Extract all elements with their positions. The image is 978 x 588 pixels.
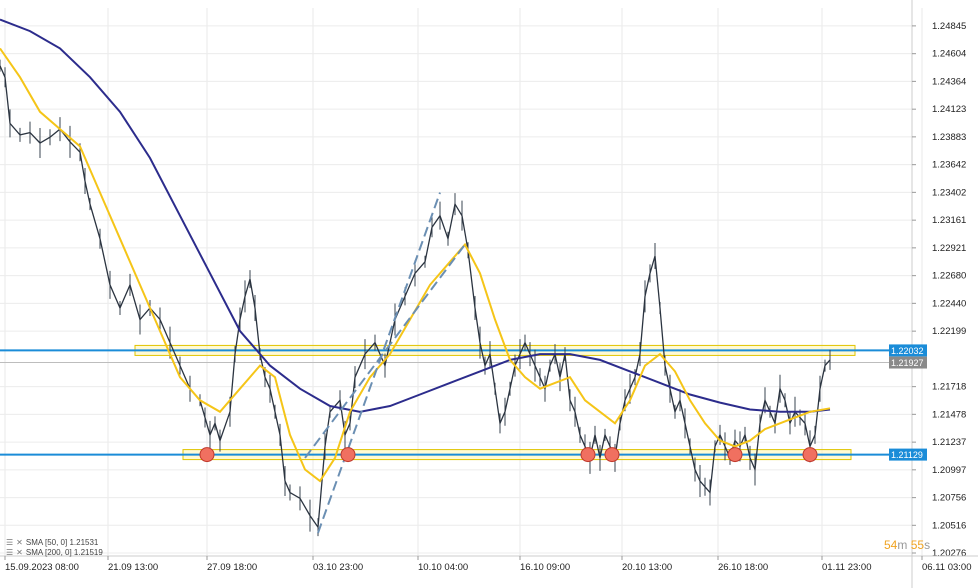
x-tick-label: 03.10 23:00 [313,562,363,573]
y-tick-label: 1.23883 [932,132,966,143]
x-tick-label: 10.10 04:00 [418,562,468,573]
close-icon[interactable]: ✕ [16,548,23,557]
support-touch-marker [802,447,818,463]
y-tick-label: 1.23642 [932,160,966,171]
support-price-tag: 1.21129 [891,450,923,460]
y-tick-label: 1.20516 [932,520,966,531]
legend-sma200[interactable]: ☰ ✕ SMA [200, 0] 1.21519 [6,548,103,558]
y-tick-label: 1.24364 [932,76,966,87]
y-tick-label: 1.22680 [932,271,966,282]
support-price-tag-bg [889,448,927,461]
resistance-price-tag: 1.22032 [891,346,924,356]
support-touch-marker [604,447,620,463]
x-tick-label: 01.11 23:00 [822,562,871,573]
x-axis: 15.09.2023 08:00 21.09 13:00 27.09 18:00 03… [0,555,978,573]
y-tick-label: 1.24845 [932,21,966,32]
y-axis: 1.24845 1.24604 1.24364 1.24123 1.23883 1.236… [911,0,966,588]
current-price-tag-bg [889,356,927,369]
y-tick-label: 1.20997 [932,465,966,476]
menu-icon[interactable]: ☰ [6,548,14,557]
legend-sma50[interactable]: ☰ ✕ SMA [50, 0] 1.21531 [6,538,103,548]
candle-timer: 54m 55s [884,538,930,552]
y-tick-label: 1.22199 [932,326,966,337]
trend-channel [304,192,466,534]
timer-minutes-unit: m [897,538,908,552]
timer-minutes: 54 [884,538,898,552]
price-line [0,65,831,530]
level-lines [0,349,912,456]
price-tags: 1.22032 1.21927 1.21129 [889,344,927,461]
current-price-tag: 1.21927 [891,358,924,368]
x-tick-label: 15.09.2023 08:00 [5,562,79,573]
x-tick-label: 06.11 03:00 [922,562,971,573]
support-touch-points [199,447,818,463]
y-tick-label: 1.20276 [932,548,966,559]
support-touch-marker [199,447,215,463]
channel-line [317,192,441,534]
y-tick-label: 1.24123 [932,104,966,115]
y-tick-label: 1.24604 [932,49,966,60]
sma200-series [0,18,831,413]
x-tick-label: 27.09 18:00 [207,562,257,573]
y-tick-label: 1.22440 [932,298,966,309]
price-series [0,59,831,537]
support-touch-marker [340,447,356,463]
timer-seconds-unit: s [924,538,931,552]
menu-icon[interactable]: ☰ [6,538,14,547]
y-tick-label: 1.23402 [932,187,966,198]
y-tick-label: 1.21478 [932,409,966,420]
legend-sma50-label: SMA [50, 0] 1.21531 [25,538,99,547]
y-tick-label: 1.21237 [932,437,966,448]
y-tick-label: 1.20756 [932,493,966,504]
close-icon[interactable]: ✕ [16,538,23,547]
y-tick-label: 1.23161 [932,215,966,226]
x-tick-label: 16.10 09:00 [520,562,570,573]
chart-grid [0,8,923,556]
support-touch-marker [727,447,743,463]
legend-sma200-label: SMA [200, 0] 1.21519 [25,548,103,557]
indicator-legend: ☰ ✕ SMA [50, 0] 1.21531 ☰ ✕ SMA [200, 0]… [6,538,103,558]
x-tick-label: 20.10 13:00 [622,562,672,573]
timer-seconds: 55 [910,538,925,552]
resistance-price-tag-bg [889,344,927,357]
y-tick-label: 1.22921 [932,243,966,254]
support-touch-marker [580,447,596,463]
x-tick-label: 26.10 18:00 [718,562,768,573]
y-tick-label: 1.21718 [932,382,966,393]
sma200-line [0,18,831,413]
x-tick-label: 21.09 13:00 [108,562,158,573]
